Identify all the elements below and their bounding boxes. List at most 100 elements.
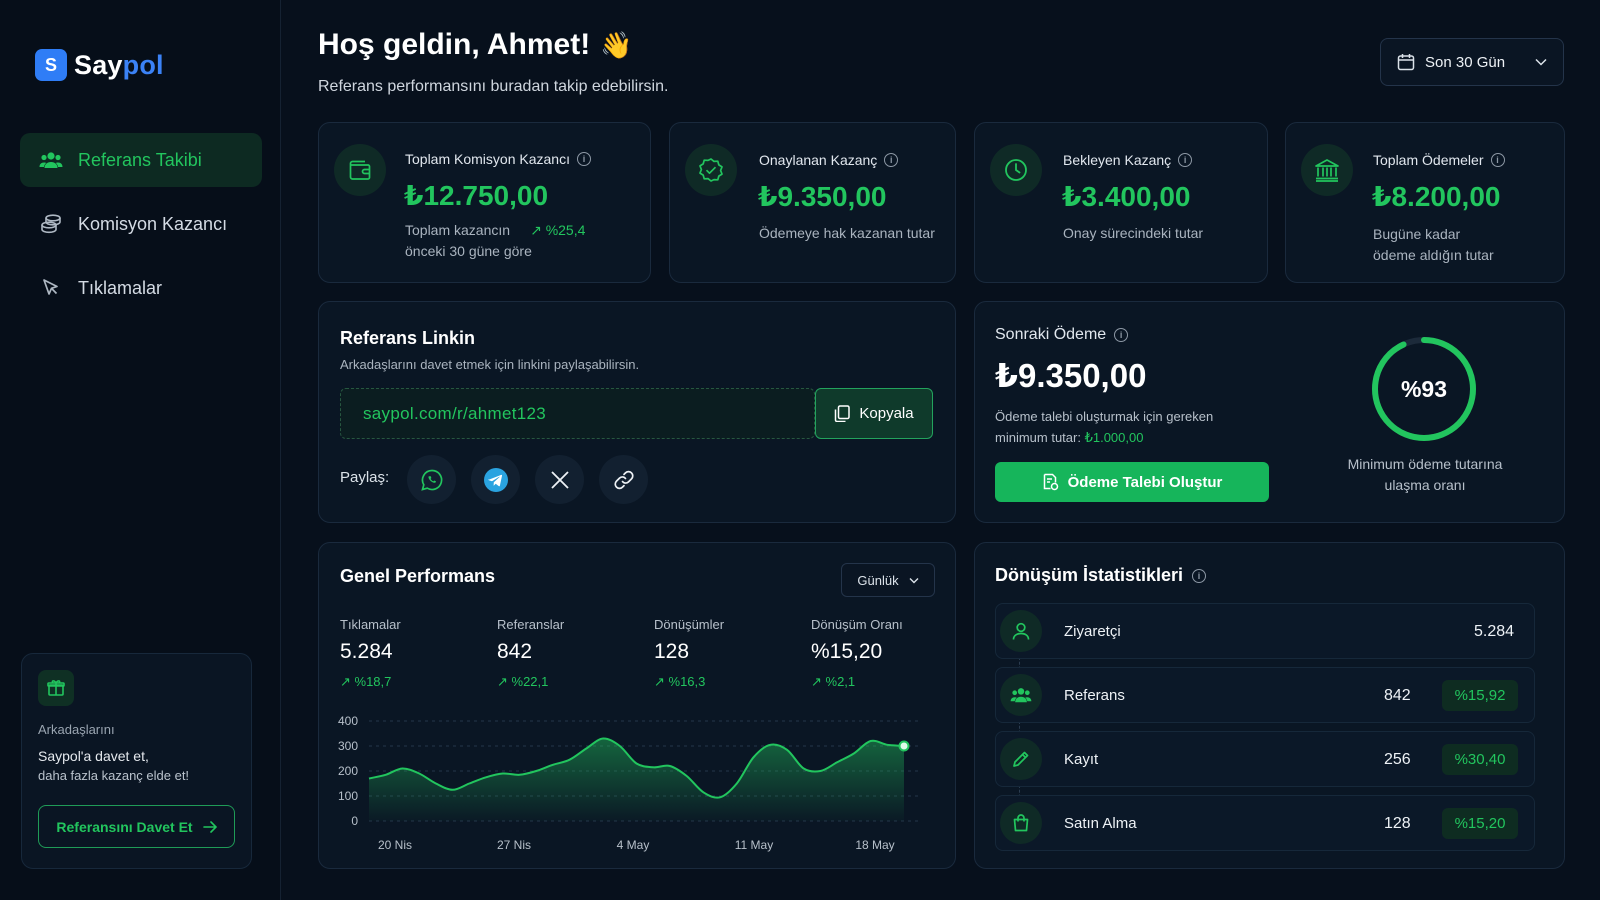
clock-icon (990, 144, 1042, 196)
x-tick-label: 11 May (735, 838, 773, 852)
sidebar: S Saypol Referans Takibi Komisyon Kazanc… (0, 0, 281, 900)
stat-card-pending: Bekleyen Kazanç i ₺3.400,00 Onay sürecind… (974, 122, 1268, 283)
stat-desc-text: Toplam kazancın (405, 222, 511, 238)
progress-caption-text: Minimum ödeme tutarına (1347, 456, 1503, 472)
logo-badge: S (35, 49, 67, 81)
stat-card-total-commission: Toplam Komisyon Kazancı i ₺12.750,00 Topl… (318, 122, 651, 283)
share-x-button[interactable] (535, 455, 584, 504)
user-icon (1000, 610, 1042, 652)
pencil-icon (1000, 738, 1042, 780)
kpi-trend-value: %22,1 (511, 674, 549, 689)
conversion-row-visitor: Ziyaretçi 5.284 (995, 603, 1535, 659)
stat-label: Bekleyen Kazanç i (1063, 152, 1193, 168)
sidebar-item-referans-takibi[interactable]: Referans Takibi (20, 133, 262, 187)
chart-series-line (368, 737, 905, 799)
period-label: Günlük (857, 572, 899, 588)
sidebar-nav: Referans Takibi Komisyon Kazancı Tıklama… (20, 133, 262, 325)
invite-line3-text: daha fazla kazanç elde et! (38, 768, 190, 783)
row-percentage-badge: %15,92 (1442, 680, 1518, 711)
sidebar-item-label: Tıklamalar (78, 277, 163, 298)
kpi-trend: ↗ %2,1 (811, 674, 903, 690)
y-tick-label: 200 (338, 764, 358, 778)
stat-label: Onaylanan Kazanç i (759, 152, 899, 168)
page-subtitle: Referans performansını buradan takip ede… (318, 78, 669, 95)
info-icon[interactable]: i (576, 152, 591, 166)
trend-up: ↗ %25,4 (530, 222, 585, 238)
kpi-value: %15,20 (811, 640, 883, 663)
row-value: 256 (1384, 751, 1411, 768)
info-icon[interactable]: i (884, 153, 899, 167)
stat-label: Toplam Ödemeler i (1373, 152, 1505, 168)
share-whatsapp-button[interactable] (407, 455, 456, 504)
invite-line2: Saypol'a davet et, daha fazla kazanç elde… (38, 747, 235, 785)
chevron-down-icon (1535, 58, 1547, 66)
kpi-conversion-rate: Dönüşüm Oranı %15,20 ↗ %2,1 (811, 617, 903, 690)
x-tick-label: 4 May (617, 838, 650, 852)
payout-title-text: Sonraki Ödeme (995, 326, 1107, 343)
kpi-trend-value: %18,7 (354, 674, 392, 689)
kpi-referrals: Referanslar 842 ↗ %22,1 (497, 617, 564, 690)
info-icon[interactable]: i (1178, 153, 1193, 167)
shopping-bag-icon (1000, 802, 1042, 844)
share-label: Paylaş: (340, 469, 390, 486)
y-tick-label: 300 (338, 739, 358, 753)
trend-up-icon: ↗ (530, 222, 546, 238)
copy-icon (834, 405, 851, 422)
kpi-value: 5.284 (340, 640, 393, 663)
referral-link-field[interactable]: saypol.com/r/ahmet123 (340, 388, 815, 439)
share-telegram-button[interactable] (471, 455, 520, 504)
progress-ring-fill (1372, 337, 1476, 441)
stat-desc-text-2: ödeme aldığın tutar (1373, 247, 1494, 263)
logo[interactable]: S Saypol (35, 49, 164, 81)
wallet-icon (334, 144, 386, 196)
date-range-dropdown[interactable]: Son 30 Gün (1380, 38, 1564, 86)
invite-line2-text: Saypol'a davet et, (38, 748, 149, 764)
info-icon[interactable]: i (1192, 568, 1207, 583)
payout-note-text-2: minimum tutar: (995, 430, 1081, 445)
conversion-stats-card: Dönüşüm İstatistikleri i Ziyaretçi 5.284 … (974, 542, 1565, 869)
stat-value: ₺12.750,00 (404, 180, 549, 211)
info-icon[interactable]: i (1114, 328, 1129, 342)
greeting-text: Hoş geldin, Ahmet! (318, 28, 591, 61)
performance-chart: 400 300 200 100 0 20 Nis 27 Nis 4 May 11 May 18 M… (338, 714, 919, 852)
stat-label-text: Toplam Komisyon Kazancı (405, 151, 570, 167)
invite-line1: Arkadaşlarını (38, 722, 115, 737)
coins-icon (38, 211, 64, 237)
date-range-label: Son 30 Gün (1425, 53, 1506, 71)
conversion-title: Dönüşüm İstatistikleri i (995, 565, 1207, 586)
sidebar-item-label: Referans Takibi (78, 149, 202, 170)
create-payout-request-button[interactable]: Ödeme Talebi Oluştur (995, 462, 1269, 502)
info-icon[interactable]: i (1490, 153, 1505, 167)
conversion-row-signup: Kayıt 256 %30,40 (995, 731, 1535, 787)
share-link-button[interactable] (599, 455, 648, 504)
row-label: Ziyaretçi (1064, 623, 1121, 640)
payout-amount: ₺9.350,00 (995, 357, 1147, 394)
stat-value: ₺9.350,00 (758, 181, 887, 212)
progress-caption: Minimum ödeme tutarına ulaşma oranı (1330, 454, 1520, 496)
kpi-trend-value: %16,3 (668, 674, 706, 689)
whatsapp-icon (420, 468, 444, 492)
stat-label-text: Onaylanan Kazanç (759, 152, 878, 168)
copy-button-label: Kopyala (859, 405, 914, 422)
row-label: Kayıt (1064, 751, 1099, 768)
copy-button[interactable]: Kopyala (815, 388, 933, 439)
row-label: Referans (1064, 687, 1125, 704)
stat-desc-text: Bugüne kadar (1373, 226, 1461, 242)
period-dropdown[interactable]: Günlük (841, 563, 935, 597)
payout-min-amount: ₺1.000,00 (1084, 430, 1144, 445)
referral-link-text: saypol.com/r/ahmet123 (363, 403, 546, 423)
invite-button[interactable]: Referansını Davet Et (38, 805, 235, 848)
kpi-conversions: Dönüşümler 128 ↗ %16,3 (654, 617, 724, 690)
stat-card-total-payments: Toplam Ödemeler i ₺8.200,00 Bugüne kadar ö… (1285, 122, 1565, 283)
payout-title: Sonraki Ödeme i (995, 326, 1129, 344)
payout-note: Ödeme talebi oluşturmak için gereken mini… (995, 406, 1213, 448)
kpi-trend: ↗ %18,7 (340, 674, 401, 690)
conversion-row-purchase: Satın Alma 128 %15,20 (995, 795, 1535, 851)
x-tick-label: 18 May (855, 838, 894, 852)
sidebar-item-tiklamalar[interactable]: Tıklamalar (20, 261, 262, 315)
sidebar-item-komisyon-kazanci[interactable]: Komisyon Kazancı (20, 197, 262, 251)
logo-text: Saypol (74, 50, 164, 81)
receipt-icon (1042, 473, 1059, 491)
x-tick-label: 20 Nis (378, 838, 412, 852)
kpi-trend: ↗ %22,1 (497, 674, 564, 690)
